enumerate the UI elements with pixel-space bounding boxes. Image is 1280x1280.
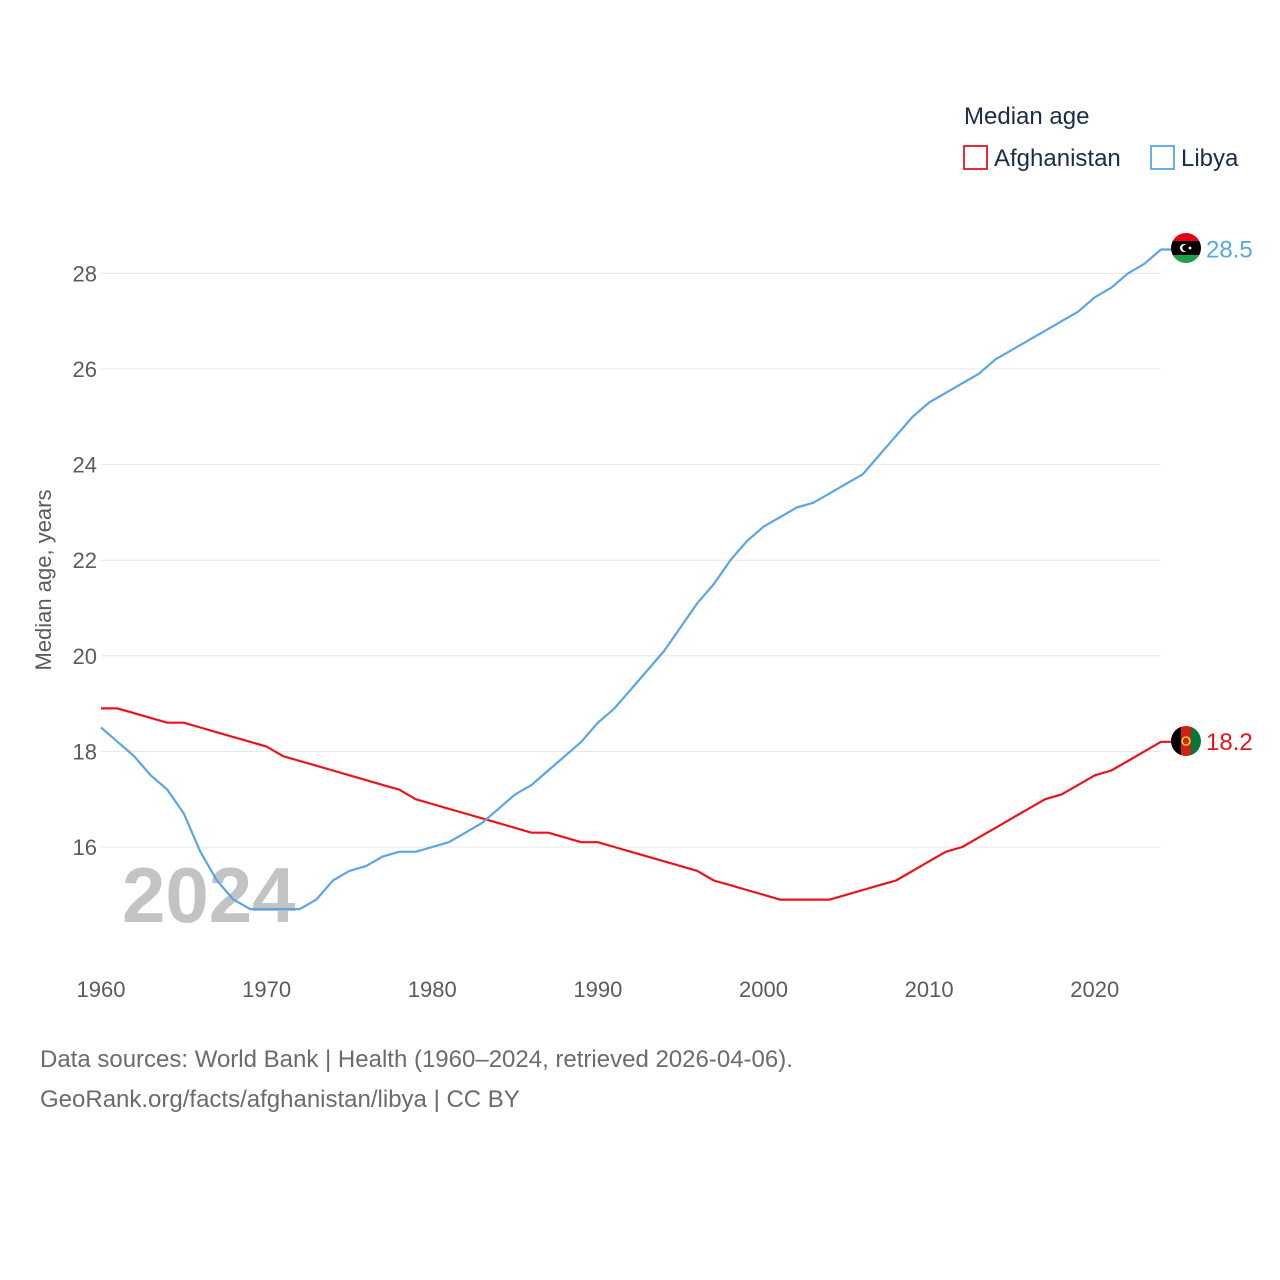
legend-label-libya: Libya [1181,145,1239,172]
x-tick-label: 1960 [77,977,126,1002]
y-tick-label: 22 [73,548,97,573]
y-tick-label: 16 [73,835,97,860]
y-axis-ticks: 16 18 20 22 24 26 28 [73,261,97,860]
y-tick-label: 26 [73,357,97,382]
gridlines [101,272,1161,848]
legend-swatch-libya [1150,145,1175,170]
series-line-libya [100,248,1171,911]
end-labels: 18.2 28.5 [1206,237,1253,756]
x-axis-ticks: 1960 1970 1980 1990 2000 2010 2020 [77,977,1120,1002]
legend-label-afghanistan: Afghanistan [994,145,1121,172]
y-axis-label: Median age, years [31,490,56,671]
legend-title: Median age [964,103,1089,130]
x-tick-label: 1980 [408,977,457,1002]
footer-credit: GeoRank.org/facts/afghanistan/libya | CC… [40,1086,520,1113]
x-tick-label: 2020 [1070,977,1119,1002]
x-tick-label: 2000 [739,977,788,1002]
y-tick-label: 18 [73,739,97,764]
x-tick-label: 1990 [573,977,622,1002]
y-tick-label: 24 [73,453,97,478]
y-tick-label: 20 [73,644,97,669]
x-tick-label: 1970 [242,977,291,1002]
end-label-afghanistan: 18.2 [1206,729,1253,756]
y-tick-label: 28 [73,261,97,286]
series-line-afghanistan [101,707,1171,901]
x-tick-label: 2010 [905,977,954,1002]
legend: Median age Afghanistan Libya [963,103,1239,172]
libya-flag-icon [1171,233,1201,263]
series-lines [100,248,1171,911]
afghanistan-flag-icon [1171,726,1201,756]
footer-sources: Data sources: World Bank | Health (1960–… [40,1046,793,1073]
legend-swatch-afghanistan [963,145,988,170]
end-label-libya: 28.5 [1206,237,1253,264]
